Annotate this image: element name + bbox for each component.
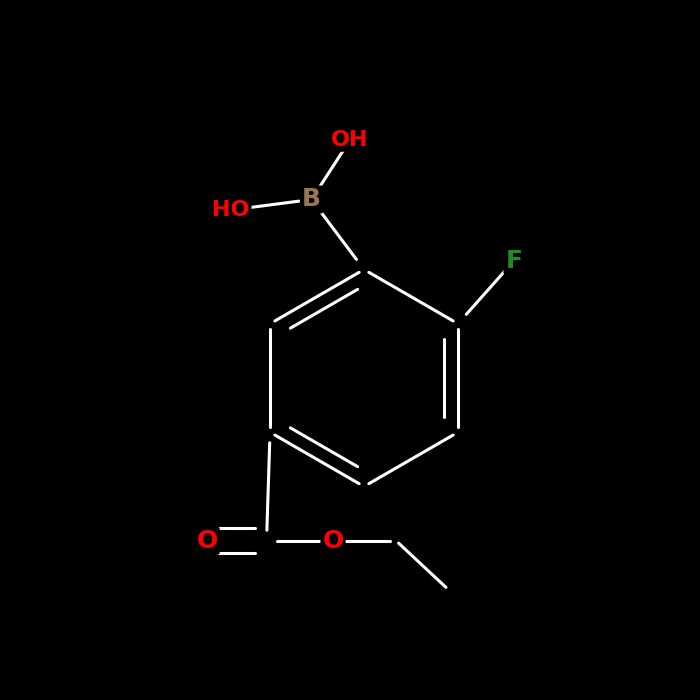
Text: O: O [323,528,344,553]
Text: B: B [302,188,321,211]
Text: OH: OH [331,130,369,150]
Text: F: F [505,248,522,273]
Text: HO: HO [212,200,250,220]
Text: O: O [197,528,218,553]
